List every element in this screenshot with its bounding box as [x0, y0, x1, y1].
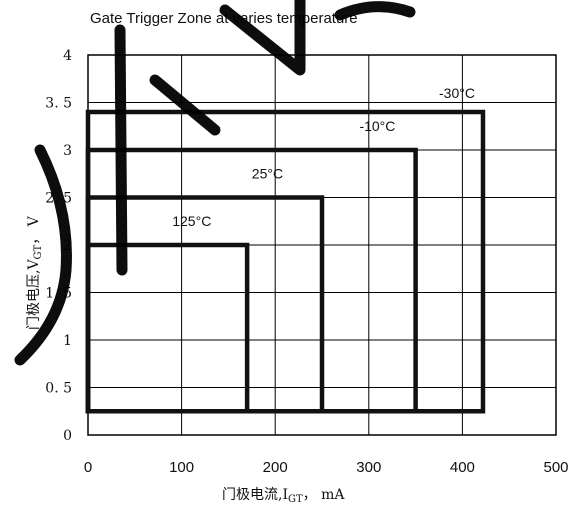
series-label: -10°C — [359, 118, 395, 134]
x-tick-label: 0 — [84, 459, 92, 476]
y-axis-label-subscript: GT — [33, 244, 44, 259]
y-tick-label: 4 — [63, 48, 72, 64]
y-tick-label: 1 — [63, 333, 72, 349]
x-tick-label: 500 — [543, 459, 568, 476]
x-axis-label-main: 门极电流,I — [222, 487, 288, 503]
x-tick-label: 200 — [263, 459, 288, 476]
y-axis-label: 门极电压,VGT， V — [26, 215, 44, 330]
series-label: 25°C — [252, 166, 283, 182]
x-tick-labels: 0 100 200 300 400 500 — [84, 459, 569, 476]
watermark-stroke-2 — [114, 24, 128, 276]
x-tick-label: 300 — [356, 459, 381, 476]
x-axis-label-unit: ， mA — [303, 487, 346, 503]
watermark-stroke-5 — [334, 1, 416, 21]
watermark-logo — [14, 0, 416, 366]
watermark-stroke-4 — [219, 0, 306, 76]
chart-title: Gate Trigger Zone at varies temperature — [90, 10, 358, 27]
trigger-zones — [85, 109, 486, 414]
zone-boundary — [85, 242, 250, 414]
x-axis-label: 门极电流,IGT， mA — [222, 487, 345, 505]
watermark-stroke-1 — [14, 144, 72, 366]
watermark-stroke-3 — [149, 74, 221, 136]
zone-boundary — [85, 109, 486, 414]
x-tick-label: 100 — [169, 459, 194, 476]
y-tick-label: 3 — [63, 143, 72, 159]
y-tick-label: 0. 5 — [45, 381, 72, 397]
y-tick-label: 3. 5 — [45, 96, 72, 112]
x-tick-label: 400 — [450, 459, 475, 476]
zone-boundary — [85, 147, 418, 414]
x-axis-label-subscript: GT — [288, 494, 303, 505]
series-labels: -30°C -10°C 25°C 125°C — [172, 85, 475, 229]
series-label: 125°C — [172, 213, 211, 229]
y-tick-label: 0 — [63, 428, 72, 444]
y-axis-label-unit: ， V — [26, 215, 42, 244]
y-axis-label-main: 门极电压,V — [26, 259, 42, 330]
series-label: -30°C — [439, 85, 475, 101]
